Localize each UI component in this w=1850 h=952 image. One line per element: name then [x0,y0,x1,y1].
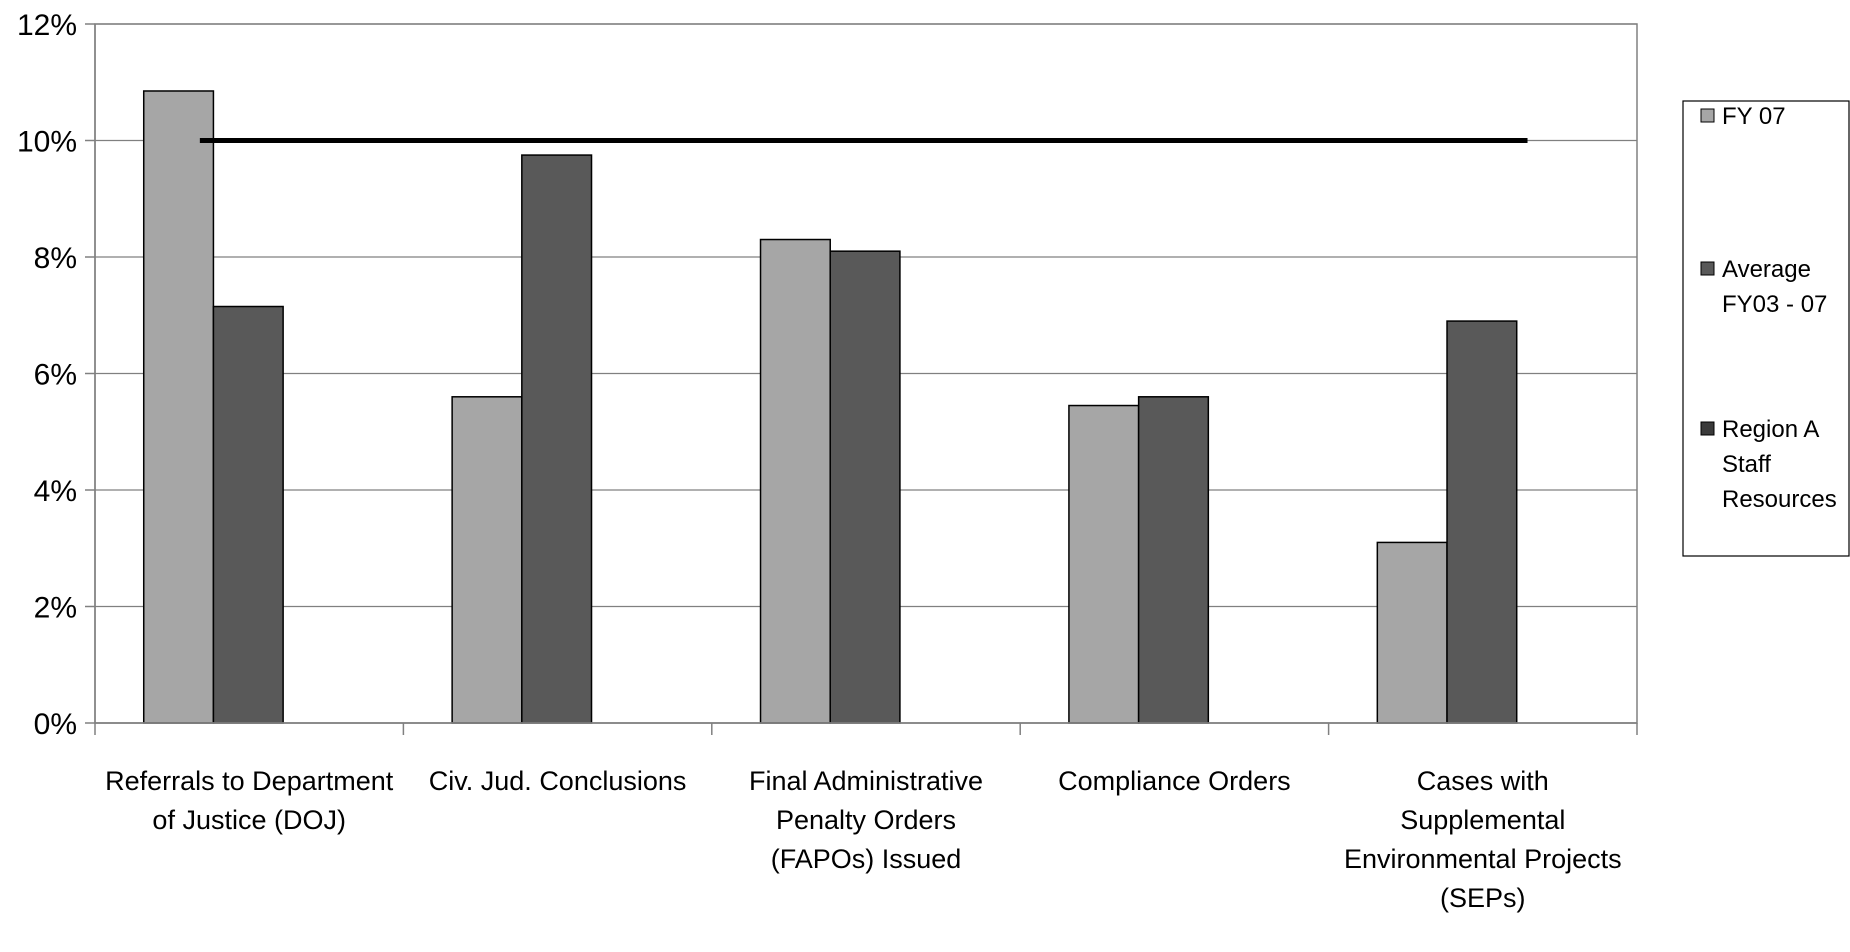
bar-average-fy03-07 [521,154,593,724]
legend-label-line: FY 07 [1722,103,1786,130]
legend-box [1682,100,1850,557]
x-category-label-line: Supplemental [1400,805,1565,835]
x-category-label-line: Referrals to Department [105,766,394,796]
legend-label: Average FY03 - 07 [1722,256,1827,318]
x-axis-category-labels: Referrals to Department of Justice (DOJ) C… [105,766,1621,913]
x-category-label-line: Civ. Jud. Conclusions [429,766,687,796]
y-axis-tick-labels: 0% 2% 4% 6% 8% 10% 12% [17,9,77,741]
x-category-label-line: Final Administrative [749,766,983,796]
bar-fy07 [1068,404,1140,724]
bar-average-fy03-07 [1446,320,1518,724]
x-category-label: Compliance Orders [1058,766,1291,796]
x-category-label-line: (SEPs) [1440,883,1526,913]
bar-fy07 [142,90,215,724]
y-tick-label: 12% [17,9,77,42]
x-category-label: Final Administrative Penalty Orders (FAPOs… [749,766,983,874]
y-tick-label: 10% [17,126,77,159]
bar-average-fy03-07 [829,250,901,724]
y-tick-label: 4% [34,475,77,508]
legend-label-line: Average [1722,256,1811,283]
legend-label-line: FY03 - 07 [1722,291,1827,318]
legend-label: FY 07 [1722,103,1786,130]
legend-swatch [1700,261,1715,276]
legend-swatch [1700,421,1715,436]
x-category-label-line: of Justice (DOJ) [152,805,346,835]
legend-label: Region A Staff Resources [1722,416,1837,513]
bars [142,90,1518,724]
legend-label-line: Staff [1722,451,1771,478]
x-category-label: Civ. Jud. Conclusions [429,766,687,796]
bar-fy07 [451,396,523,724]
legend: FY 07 Average FY03 - 07 Region A Staff Resour… [1682,100,1850,557]
x-category-label-line: Cases with [1417,766,1549,796]
x-category-label-line: Penalty Orders [776,805,956,835]
legend-label-line: Region A [1722,416,1819,443]
bar-average-fy03-07 [212,305,284,724]
legend-swatch [1700,108,1715,123]
y-tick-label: 0% [34,708,77,741]
legend-label-line: Resources [1722,486,1837,513]
x-category-label-line: (FAPOs) Issued [771,844,962,874]
bar-fy07 [1376,541,1448,724]
y-tick-label: 2% [34,592,77,625]
bar-average-fy03-07 [1137,396,1210,724]
y-tick-label: 6% [34,359,77,392]
y-tick-label: 8% [34,242,77,275]
x-category-label: Cases with Supplemental Environmental Proj… [1344,766,1622,913]
x-category-label-line: Environmental Projects [1344,844,1622,874]
x-category-label-line: Compliance Orders [1058,766,1291,796]
axes [85,23,1638,735]
bar-fy07 [759,238,831,724]
x-category-label: Referrals to Department of Justice (DOJ) [105,766,394,835]
